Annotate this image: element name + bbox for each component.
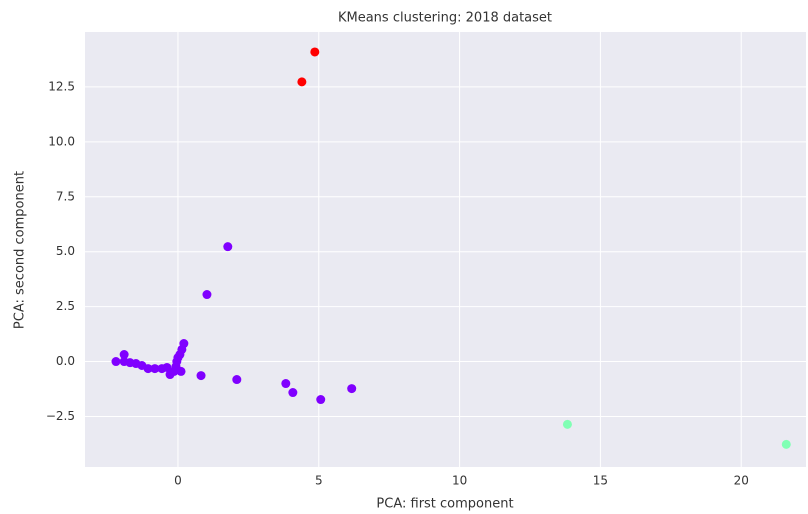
point	[288, 388, 298, 398]
point	[165, 370, 175, 380]
x-tick-label: 0	[174, 474, 182, 488]
point	[310, 47, 320, 57]
point	[176, 366, 186, 376]
point	[562, 419, 572, 429]
y-tick-label: 0.0	[56, 354, 75, 368]
point	[162, 362, 172, 372]
point	[297, 77, 307, 87]
point	[111, 357, 121, 367]
point	[347, 384, 357, 394]
point	[223, 242, 233, 252]
point	[232, 375, 242, 385]
y-axis-label: PCA: second component	[13, 171, 28, 329]
x-tick-label: 20	[734, 474, 749, 488]
point	[281, 379, 291, 389]
y-tick-label: −2.5	[46, 409, 75, 423]
point	[150, 364, 160, 374]
x-tick-label: 10	[452, 474, 467, 488]
plot-area	[85, 32, 806, 467]
x-tick-label: 5	[315, 474, 323, 488]
y-tick-label: 5.0	[56, 244, 75, 258]
chart-title: KMeans clustering: 2018 dataset	[338, 11, 552, 26]
point	[316, 395, 326, 405]
point	[202, 290, 212, 300]
point	[196, 371, 206, 381]
y-tick-label: 12.5	[48, 79, 75, 93]
point	[781, 439, 791, 449]
y-tick-label: 7.5	[56, 189, 75, 203]
y-tick-label: 10.0	[48, 134, 75, 148]
point	[143, 364, 153, 374]
x-tick-label: 15	[593, 474, 608, 488]
x-axis-label: PCA: first component	[376, 497, 513, 512]
point	[119, 350, 129, 360]
y-tick-label: 2.5	[56, 299, 75, 313]
